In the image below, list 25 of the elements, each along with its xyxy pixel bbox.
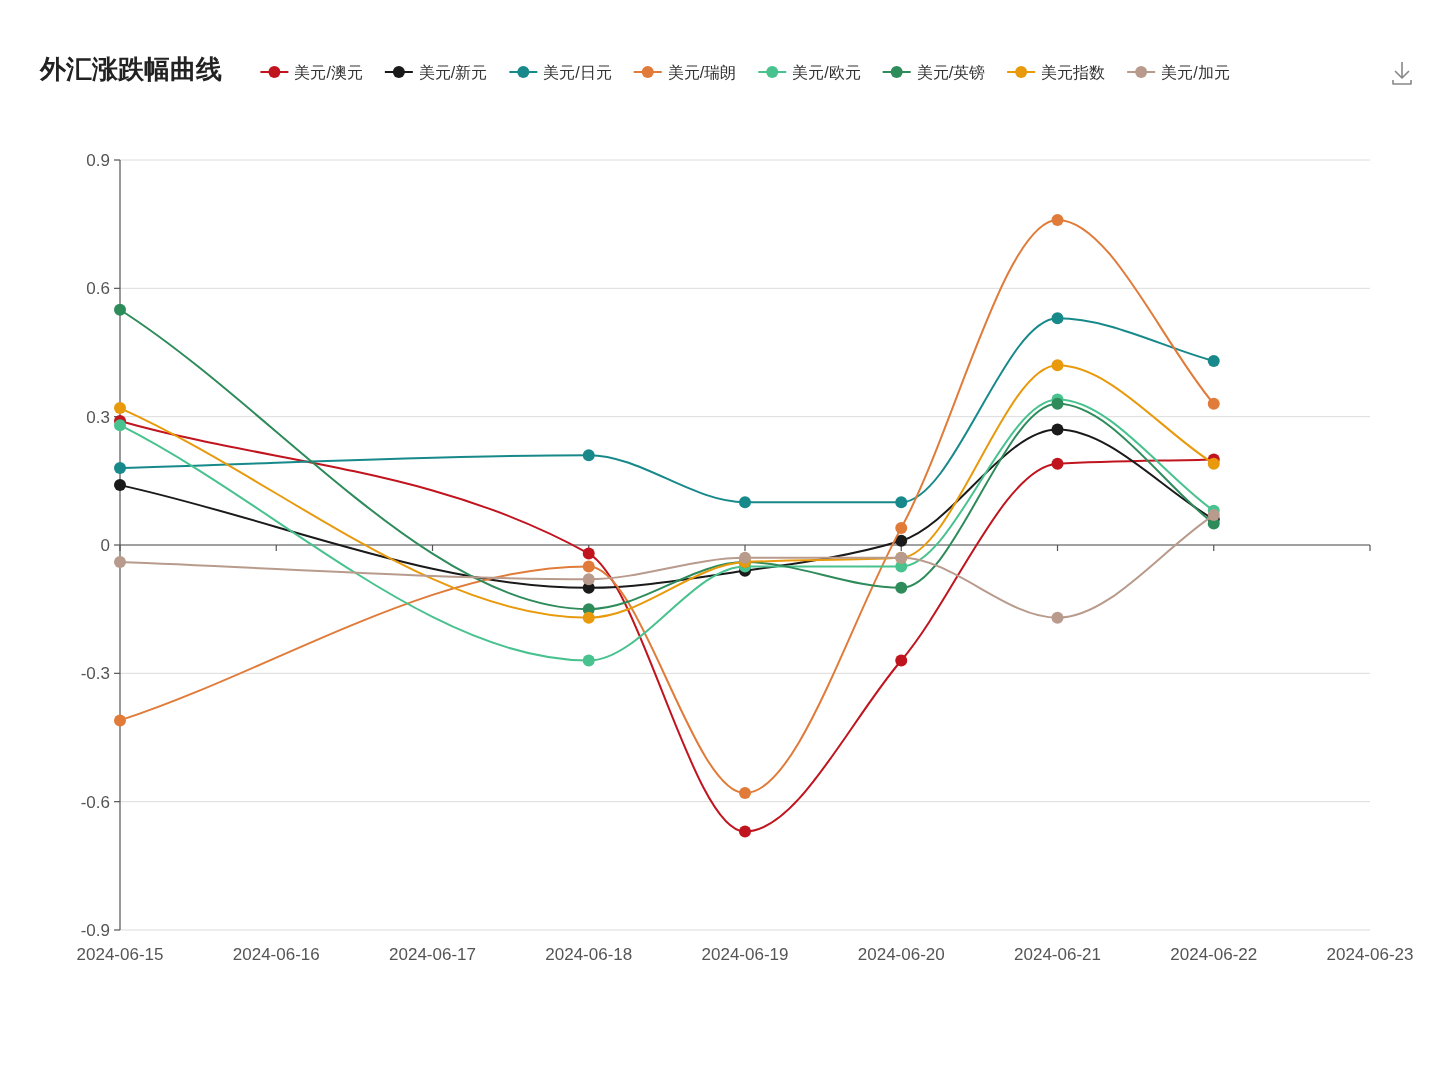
x-tick-label: 2024-06-22: [1170, 945, 1258, 964]
y-tick-label: 0.6: [86, 279, 110, 299]
legend-label: 美元/澳元: [294, 64, 363, 81]
y-tick-label: 0.3: [86, 407, 110, 427]
y-tick-label: 0: [100, 536, 110, 555]
x-tick-label: 2024-06-18: [545, 945, 633, 964]
legend-label: 美元/新元: [418, 64, 488, 81]
x-tick-label: 2024-06-23: [1326, 945, 1414, 964]
y-tick-label: 0.9: [86, 151, 110, 170]
x-tick-label: 2024-06-15: [76, 945, 164, 964]
legend-label: 美元/英镑: [916, 64, 986, 81]
y-tick-label: -0.6: [80, 792, 110, 812]
y-tick-label: -0.9: [80, 921, 110, 940]
legend-label: 美元/瑞朗: [667, 64, 737, 81]
y-tick-label: -0.3: [80, 664, 110, 684]
legend-label: 美元/欧元: [792, 64, 861, 81]
x-tick-label: 2024-06-16: [232, 945, 320, 964]
x-tick-label: 2024-06-17: [389, 945, 476, 964]
x-tick-label: 2024-06-20: [857, 945, 945, 964]
chart-title: 外汇涨跌幅曲线: [39, 54, 222, 84]
x-tick-label: 2024-06-19: [701, 945, 789, 964]
x-tick-label: 2024-06-21: [1014, 945, 1101, 964]
legend-label: 美元/加元: [1161, 64, 1230, 81]
legend-label: 美元/日元: [543, 64, 612, 81]
legend-label: 美元指数: [1041, 64, 1106, 81]
